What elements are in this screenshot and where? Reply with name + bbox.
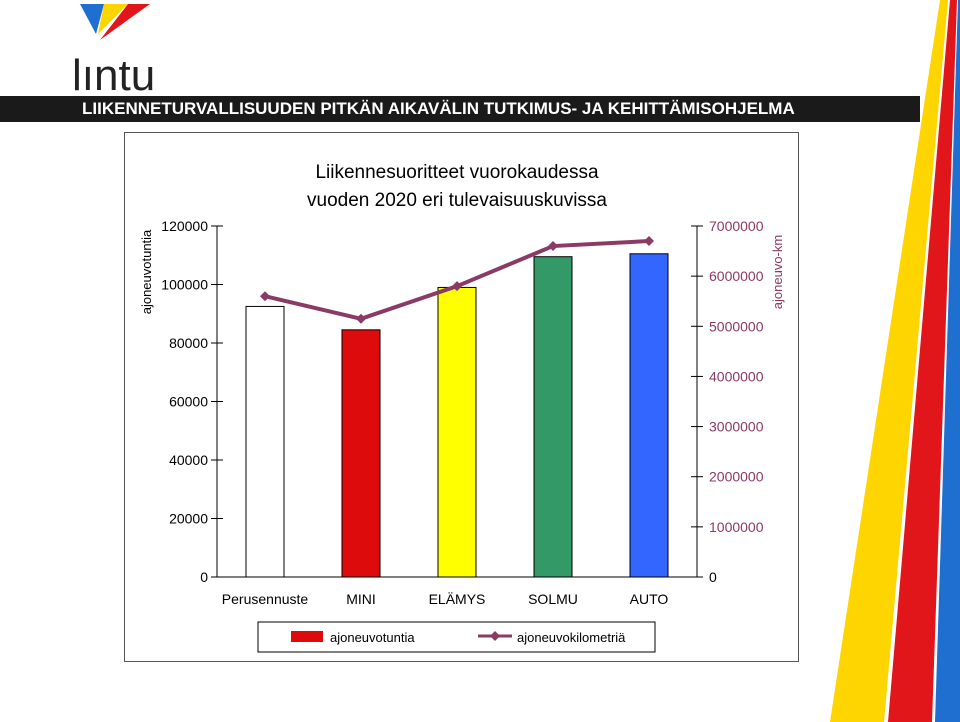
y2-tick-label: 5000000	[709, 318, 764, 334]
program-banner: LIIKENNETURVALLISUUDEN PITKÄN AIKAVÄLIN …	[0, 96, 920, 122]
y2-tick-label: 4000000	[709, 368, 764, 384]
deco-yellow-stripe	[830, 0, 948, 722]
logo-yellow-triangle	[98, 4, 128, 34]
x-tick-label: Perusennuste	[222, 591, 309, 607]
y2-axis-label: ajoneuvo-km	[770, 235, 785, 309]
y2-tick-label: 1000000	[709, 519, 764, 535]
bar-perusennuste	[245, 305, 285, 578]
y-axis-label: ajoneuvotuntia	[139, 229, 154, 314]
plot-area: 0 20000 40000 60000 80000 100000 120000 0 100000…	[161, 218, 763, 607]
deco-blue-stripe	[935, 0, 960, 722]
line-point-marker	[548, 241, 558, 252]
logo-blue-triangle	[80, 4, 104, 34]
y2-tick-label: 7000000	[709, 218, 764, 234]
decorative-stripes	[830, 0, 960, 722]
x-tick-label: ELÄMYS	[429, 591, 486, 607]
y-tick-label: 120000	[161, 218, 208, 234]
bar-auto	[629, 253, 669, 578]
bar-mini	[341, 329, 381, 578]
legend-label-ajoneuvokilometria: ajoneuvokilometriä	[517, 630, 626, 645]
y-tick-label: 60000	[169, 394, 208, 410]
deco-red-stripe	[888, 0, 957, 722]
y2-tick-label: 2000000	[709, 469, 764, 485]
legend-box	[257, 621, 656, 653]
chart-title-line-2: vuoden 2020 eri tulevaisuuskuvissa	[307, 190, 607, 211]
legend-label-ajoneuvotuntia: ajoneuvotuntia	[330, 630, 415, 645]
chart-title-line-1: Liikennesuoritteet vuorokaudessa	[315, 162, 599, 183]
logo-text: lıntu	[72, 51, 155, 94]
logo-red-triangle	[100, 4, 150, 40]
y-tick-label: 80000	[169, 335, 208, 351]
y-tick-label: 100000	[161, 277, 208, 293]
y-tick-label: 40000	[169, 452, 208, 468]
y2-tick-label: 6000000	[709, 268, 764, 284]
bar-solmu	[533, 256, 573, 578]
y2-tick-label: 0	[709, 569, 717, 585]
legend: ajoneuvotuntia ajoneuvokilometriä	[257, 621, 656, 653]
x-tick-label: MINI	[346, 591, 376, 607]
x-tick-label: SOLMU	[528, 591, 578, 607]
bar-elämys	[437, 286, 477, 578]
line-point-marker	[356, 313, 366, 324]
line-point-marker	[644, 236, 654, 247]
y2-tick-label: 3000000	[709, 419, 764, 435]
y-tick-label: 0	[200, 569, 208, 585]
x-tick-label: AUTO	[630, 591, 669, 607]
y-tick-label: 20000	[169, 511, 208, 527]
line-point-marker	[260, 291, 270, 302]
legend-marker-ajoneuvokilometria	[490, 631, 500, 641]
line-point-marker	[452, 281, 462, 292]
lintu-logo: lıntu	[72, 4, 155, 94]
legend-swatch-ajoneuvotuntia	[291, 631, 323, 642]
